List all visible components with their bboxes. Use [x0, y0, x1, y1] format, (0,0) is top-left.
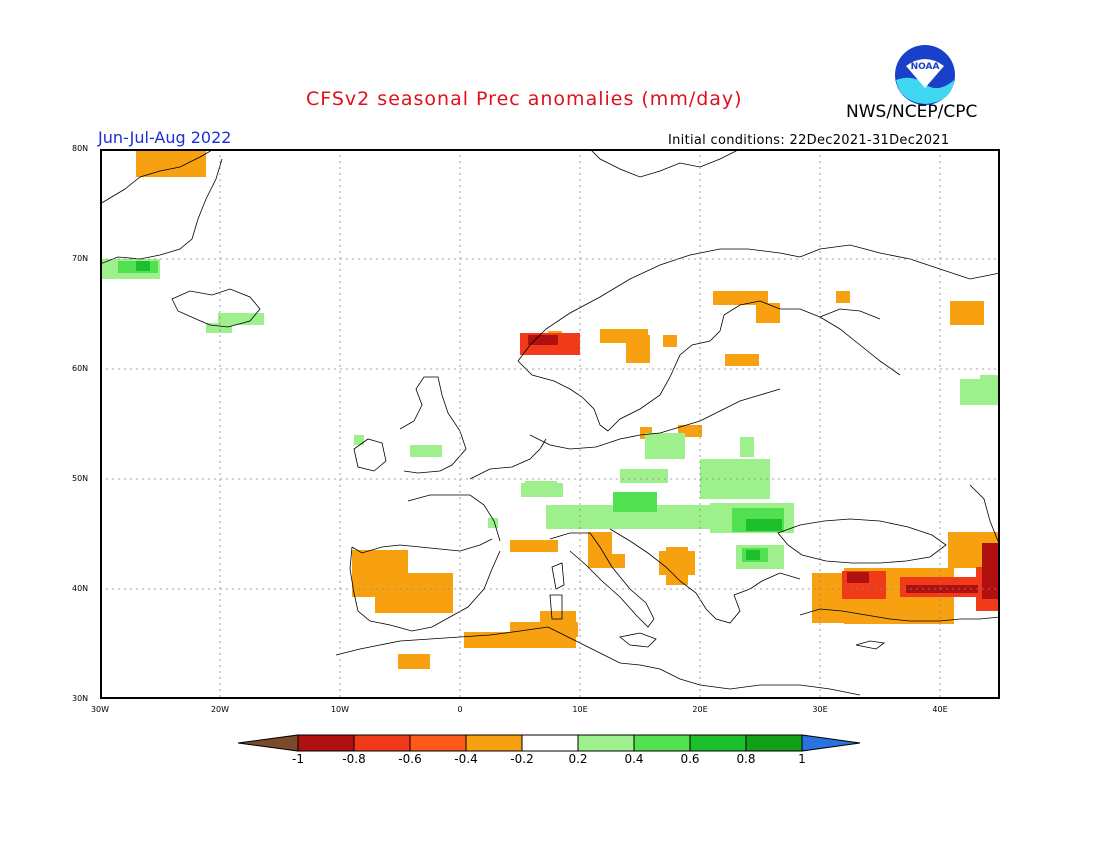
lat-label: 30N — [72, 694, 89, 703]
map-frame — [100, 149, 1000, 699]
lat-label: 40N — [72, 584, 89, 593]
lon-label: 30W — [90, 705, 110, 714]
forecast-period: Jun-Jul-Aug 2022 — [98, 128, 232, 147]
colorbar-label: -0.6 — [398, 752, 422, 766]
grid-lines — [100, 149, 1000, 699]
colorbar-swatch — [689, 734, 747, 752]
initial-conditions: Initial conditions: 22Dec2021-31Dec2021 — [668, 133, 950, 148]
lat-label: 70N — [72, 254, 89, 263]
colorbar-swatch — [633, 734, 691, 752]
lat-label: 80N — [72, 144, 89, 153]
colorbar-label: -1 — [292, 752, 304, 766]
map-title: CFSv2 seasonal Prec anomalies (mm/day) — [306, 88, 743, 110]
colorbar-label: -0.8 — [342, 752, 366, 766]
colorbar-arrow-high — [801, 734, 861, 752]
anomaly-map — [100, 149, 1000, 699]
colorbar-label: 1 — [798, 752, 806, 766]
colorbar-label: 0.2 — [568, 752, 588, 766]
coastlines — [100, 149, 1000, 696]
lon-label: 10W — [330, 705, 350, 714]
lon-label: 10E — [572, 705, 588, 714]
colorbar-label: -0.2 — [510, 752, 534, 766]
lon-label: 30E — [812, 705, 828, 714]
colorbar-swatch — [353, 734, 411, 752]
lat-label: 60N — [72, 364, 89, 373]
agency-label: NWS/NCEP/CPC — [846, 102, 978, 122]
anomaly-cells — [100, 149, 1000, 669]
colorbar-swatch — [409, 734, 467, 752]
lat-label: 50N — [72, 474, 89, 483]
colorbar-swatch — [297, 734, 355, 752]
colorbar-arrow-low — [237, 734, 299, 752]
colorbar-swatch — [521, 734, 579, 752]
lon-label: 0 — [457, 705, 463, 714]
colorbar-swatch — [577, 734, 635, 752]
noaa-logo: NOAA — [894, 44, 956, 106]
map-panel: 80N 70N 60N 50N 40N 30N 30W 20W 10W 0 10… — [72, 144, 1000, 714]
colorbar-label: 0.8 — [736, 752, 756, 766]
lon-label: 20E — [692, 705, 708, 714]
colorbar-swatch — [745, 734, 803, 752]
colorbar-label: -0.4 — [454, 752, 478, 766]
colorbar-swatch — [465, 734, 523, 752]
colorbar-label: 0.6 — [680, 752, 700, 766]
lon-label: 40E — [932, 705, 948, 714]
lon-label: 20W — [210, 705, 230, 714]
colorbar — [237, 734, 862, 752]
noaa-logo-text: NOAA — [911, 62, 940, 72]
colorbar-label: 0.4 — [624, 752, 644, 766]
